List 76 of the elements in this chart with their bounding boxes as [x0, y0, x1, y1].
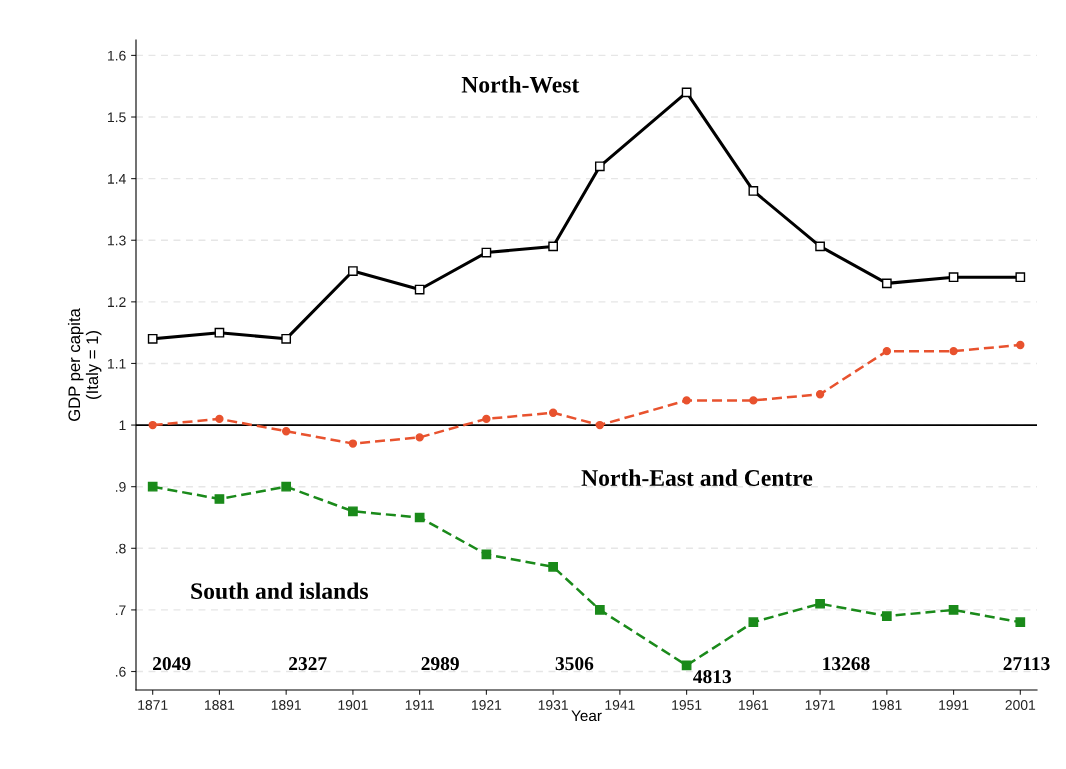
text: South and islands [191, 582, 368, 600]
x-tick-label: 1891 [271, 700, 301, 710]
x-tick-label: 2001 [1005, 700, 1036, 710]
point [348, 439, 358, 448]
point [595, 420, 605, 430]
point [749, 396, 758, 405]
text: North-West [461, 76, 580, 93]
point [881, 278, 892, 289]
point [949, 346, 958, 356]
y-tick-label: 1.5 [108, 112, 126, 123]
y-tick-label: 1.1 [108, 358, 126, 369]
point [681, 660, 692, 671]
point [948, 272, 959, 283]
x-tick-label: 1991 [939, 700, 969, 710]
point [748, 617, 759, 628]
y-tick-label: 1 [119, 420, 126, 431]
y-tick-label: .9 [115, 482, 126, 492]
y-tick-label: .6 [115, 666, 126, 677]
x-axis-title: Year [571, 710, 602, 722]
point [815, 598, 825, 609]
point [348, 266, 358, 276]
point [748, 186, 759, 196]
y-tick-label: .7 [115, 605, 126, 615]
y-tick-label: 1.3 [108, 235, 126, 246]
annotation: 4813 [693, 670, 732, 684]
x-tick-label: 1901 [338, 700, 368, 710]
point [414, 284, 425, 295]
point [148, 420, 157, 430]
point [348, 506, 358, 517]
annotation: 3506 [555, 657, 594, 671]
point [548, 561, 558, 572]
annotation: 27113 [1003, 657, 1050, 671]
point [215, 414, 224, 424]
point [281, 427, 291, 436]
x-tick-label: 1971 [805, 700, 835, 710]
x-tick-label: 1911 [405, 700, 434, 710]
point [415, 433, 424, 442]
point [815, 390, 825, 399]
point [214, 494, 225, 504]
point [1015, 617, 1026, 628]
point [882, 346, 892, 356]
point [414, 512, 425, 523]
point [1015, 272, 1026, 283]
y-tick-label: 1.4 [108, 174, 126, 184]
x-tick-label: 1951 [672, 700, 702, 710]
point [881, 611, 892, 621]
x-tick-label: 1981 [872, 700, 902, 710]
point [281, 333, 292, 344]
point [482, 414, 491, 424]
point [147, 333, 158, 344]
point [548, 241, 558, 252]
point [815, 241, 825, 252]
annotation: 2989 [421, 657, 459, 671]
annotation: 2327 [289, 657, 327, 671]
y-tick-label: 1.2 [108, 297, 126, 307]
point [594, 605, 605, 615]
x-tick-label: 1961 [738, 700, 769, 710]
point [948, 605, 959, 615]
point [594, 161, 605, 172]
point [281, 481, 292, 492]
point [682, 396, 691, 405]
y-axis-title: GDP per capita (Italy = 1) [67, 308, 102, 421]
x-tick-label: 1881 [205, 700, 235, 710]
x-tick-label: 1941 [605, 700, 635, 710]
point [548, 408, 558, 417]
x-tick-label: 1921 [472, 700, 502, 710]
annotation: 13268 [823, 657, 870, 671]
y-tick-label: .8 [115, 543, 126, 554]
point [214, 327, 225, 338]
series-label: North-East and Centre [581, 469, 813, 486]
x-tick-label: 1931 [538, 700, 568, 710]
y-tick-label: 1.6 [108, 50, 126, 61]
annotation: 2049 [153, 657, 191, 671]
point [1016, 340, 1025, 350]
x-tick-label: 1871 [138, 700, 168, 710]
point [147, 481, 158, 492]
